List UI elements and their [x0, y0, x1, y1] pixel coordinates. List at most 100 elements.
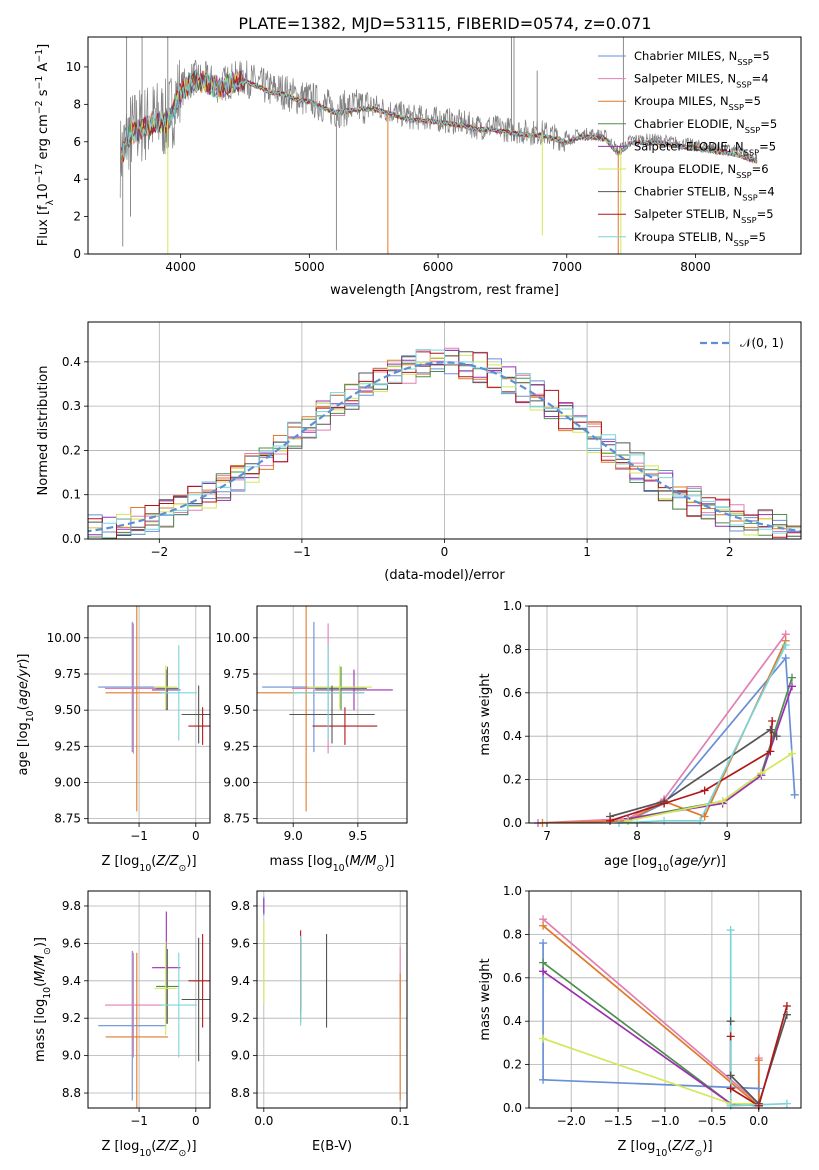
y-tick-label: 0.2	[503, 773, 522, 787]
age_vs_mass-axes: 9.0 9.5 8.75 9.00 9.25 9.50 9.75 10.00 mass [log…	[216, 605, 408, 874]
weight-marker	[757, 769, 766, 778]
y-axis-label: mass weight	[478, 958, 493, 1040]
weight-marker	[539, 958, 548, 967]
y-tick-label: 0.0	[503, 1101, 522, 1115]
weight-marker	[700, 786, 709, 795]
y-axis-label: mass weight	[478, 673, 493, 755]
weight-marker	[539, 1075, 548, 1084]
y-axis-label: Flux [fλ10−17 erg cm−2 s−1 A−1]	[34, 44, 56, 246]
x-tick-label: 8	[633, 829, 641, 843]
y-tick-label: 0.6	[503, 686, 522, 700]
y-tick-label: 9.4	[62, 974, 81, 988]
x-tick-label: 2	[726, 545, 734, 559]
y-tick-label: 0.4	[62, 355, 81, 369]
x-axis-label: age [log10(age/yr)]	[604, 854, 726, 874]
legend-entry: Chabrier ELODIE, NSSP=5	[634, 117, 777, 135]
weight-marker	[726, 1017, 735, 1026]
y-tick-label: 0.4	[503, 1014, 522, 1028]
x-tick-label: −1.0	[650, 1114, 679, 1128]
y-tick-label: 0.6	[503, 971, 522, 985]
weight-marker	[726, 926, 735, 935]
x-tick-label: 8000	[680, 260, 711, 274]
y-tick-label: 0.2	[503, 1058, 522, 1072]
plot-area	[529, 891, 801, 1108]
legend-entry: Salpeter MILES, NSSP=4	[634, 72, 769, 90]
weight_vs_age-axes: 7 8 9 0.0 0.2 0.4 0.6 0.8 1.0 age [log10(age/yr)]…	[478, 599, 802, 874]
x-tick-label: 0	[192, 829, 200, 843]
y-tick-label: 9.2	[231, 1011, 250, 1025]
y-tick-label: 0.8	[503, 927, 522, 941]
weight-marker	[726, 1084, 735, 1093]
x-axis-label: Z [log10(Z/Z⊙)]	[617, 1139, 712, 1159]
x-tick-label: −2.0	[557, 1114, 586, 1128]
weight-line	[537, 655, 796, 823]
x-tick-label: 1	[583, 545, 591, 559]
y-tick-label: 9.2	[62, 1011, 81, 1025]
y-tick-label: 10	[66, 60, 81, 74]
y-tick-label: 9.25	[54, 739, 81, 753]
x-tick-label: 9.5	[348, 829, 367, 843]
legend-entry: Chabrier MILES, NSSP=5	[634, 49, 770, 67]
plot-area	[88, 891, 210, 1108]
weight-line	[627, 752, 793, 822]
weight-marker	[660, 816, 669, 825]
plot-area	[119, 37, 758, 254]
y-tick-label: 4	[73, 172, 81, 186]
x-tick-label: −1.5	[604, 1114, 633, 1128]
weight-line	[542, 925, 760, 1108]
y-tick-label: 0.0	[503, 816, 522, 830]
axes-frame	[87, 36, 802, 255]
y-tick-label: 9.75	[223, 667, 250, 681]
x-tick-label: 0.0	[749, 1114, 768, 1128]
figure-title: PLATE=1382, MJD=53115, FIBERID=0574, z=0…	[238, 14, 651, 33]
x-tick-label: 0.1	[391, 1114, 410, 1128]
x-tick-label: 0	[441, 545, 449, 559]
y-axis-label: age [log10(age/yr)]	[16, 653, 36, 775]
age_vs_Z-axes: −1 0 8.75 9.00 9.25 9.50 9.75 10.00 Z [log10(Z/Z…	[16, 605, 211, 874]
y-tick-label: 9.0	[62, 1049, 81, 1063]
x-axis-label: E(B-V)	[312, 1139, 352, 1154]
axes-frame	[256, 605, 408, 824]
legend-entry: Kroupa MILES, NSSP=5	[634, 94, 761, 112]
y-tick-label: 9.6	[231, 936, 250, 950]
y-tick-label: 0.4	[503, 729, 522, 743]
y-tick-label: 1.0	[503, 599, 522, 613]
weight-marker	[782, 1002, 791, 1011]
spectrum-axes: 4000 5000 6000 7000 8000 0 2 4 6 8 10 wavelength [A…	[34, 36, 802, 298]
weight-marker	[787, 749, 796, 758]
y-tick-label: 8	[73, 97, 81, 111]
y-tick-label: 0.0	[62, 532, 81, 546]
y-tick-label: 0.1	[62, 488, 81, 502]
weight-marker	[700, 812, 709, 821]
y-axis-label: Normed distribution	[36, 366, 51, 496]
residuals-axes: −2 −1 0 1 2 0.0 0.1 0.2 0.3 0.4 (data-model)/error…	[36, 321, 802, 583]
y-tick-label: 8.8	[231, 1086, 250, 1100]
y-tick-label: 0.2	[62, 443, 81, 457]
y-tick-label: 8.8	[62, 1086, 81, 1100]
weight-marker	[726, 1071, 735, 1080]
y-tick-label: 9.6	[62, 936, 81, 950]
legend-entry: Kroupa STELIB, NSSP=5	[634, 230, 766, 248]
y-tick-label: 0.3	[62, 399, 81, 413]
weight_vs_Z-axes: −2.0 −1.5 −1.0 −0.5 0.0 0.0 0.2 0.4 0.6 0.8 1.0 Z […	[478, 884, 802, 1159]
x-tick-label: −1	[130, 829, 148, 843]
x-axis-label: Z [log10(Z/Z⊙)]	[101, 854, 196, 874]
x-tick-label: 5000	[294, 260, 325, 274]
weight-marker	[790, 790, 799, 799]
x-axis-label: mass [log10(M/M⊙)]	[270, 854, 395, 874]
y-tick-label: 9.00	[223, 775, 250, 789]
x-tick-label: 0.0	[254, 1114, 273, 1128]
y-tick-label: 9.0	[231, 1049, 250, 1063]
weight-marker	[781, 641, 790, 650]
x-axis-label: (data-model)/error	[384, 568, 505, 583]
legend-entry: Salpeter STELIB, NSSP=5	[634, 207, 774, 225]
weight-marker	[726, 1032, 735, 1041]
axes-frame	[256, 890, 408, 1109]
plot-area	[88, 606, 210, 823]
y-tick-label: 9.8	[62, 899, 81, 913]
weight-line	[542, 970, 759, 1107]
legend-entry: 𝒩(0, 1)	[740, 336, 784, 350]
axes-frame	[87, 890, 211, 1109]
x-axis-label: Z [log10(Z/Z⊙)]	[101, 1139, 196, 1159]
